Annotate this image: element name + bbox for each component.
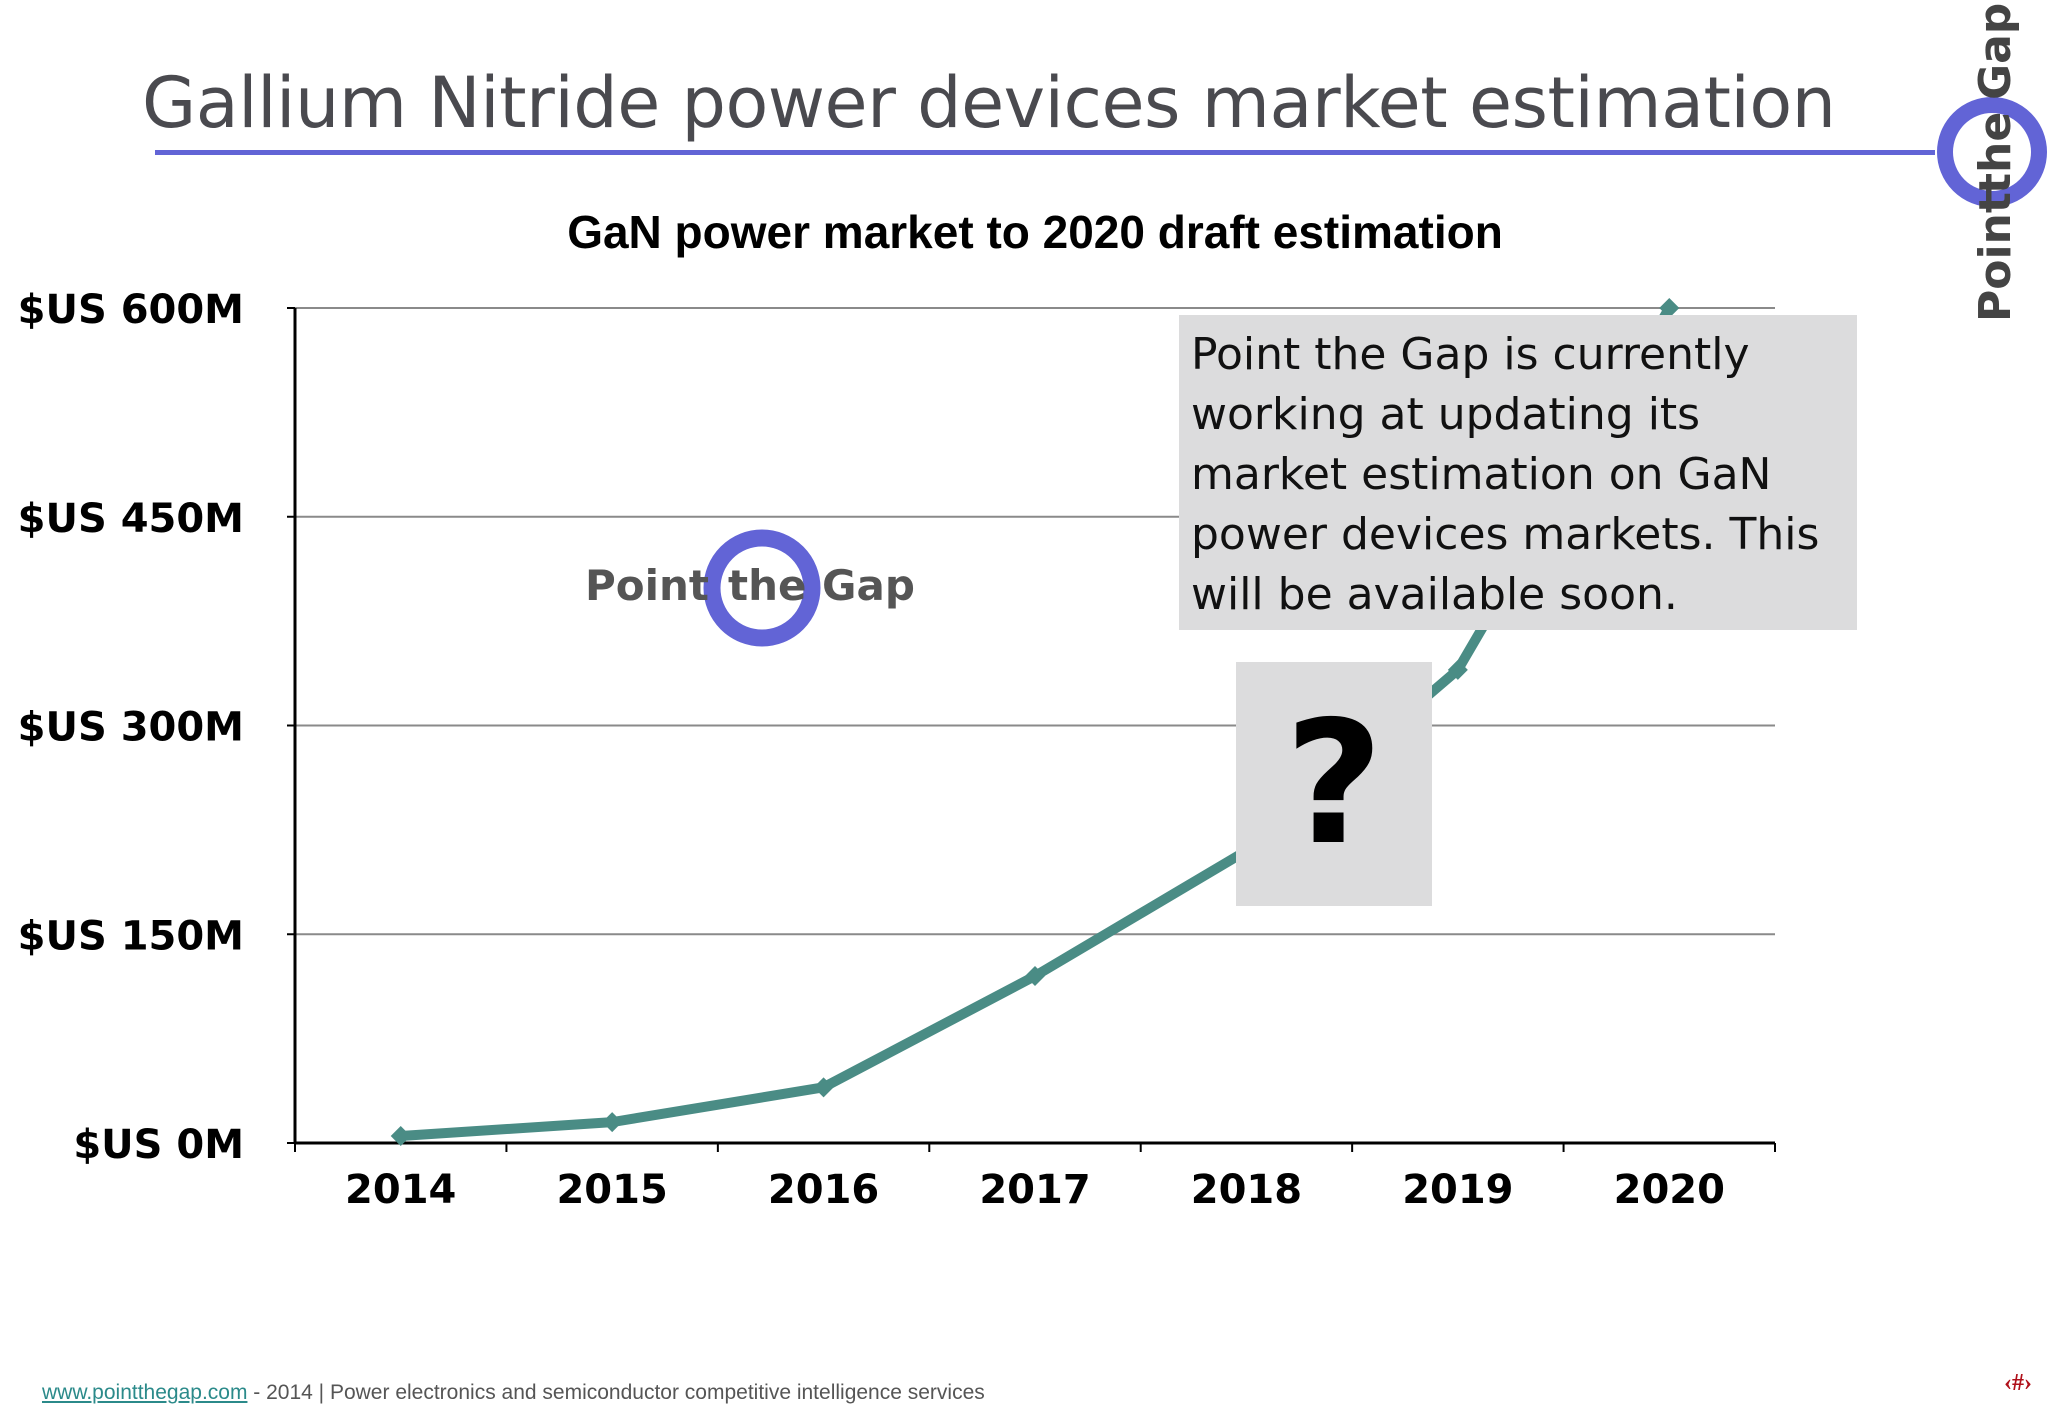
data-point — [1025, 966, 1045, 986]
brand-logo-vertical: Point the Gap — [1937, 3, 2047, 322]
x-tick-label: 2014 — [345, 1167, 456, 1213]
chart-title: GaN power market to 2020 draft estimatio… — [567, 206, 1503, 258]
y-tick-label: $US 150M — [18, 913, 244, 959]
x-tick-label: 2017 — [979, 1167, 1090, 1213]
y-tick-label: $US 300M — [18, 705, 244, 751]
logo-word-the: the — [1970, 112, 2021, 194]
footer: www.pointthegap.com - 2014 | Power elect… — [42, 1381, 985, 1405]
inset-logo-point: Point — [585, 561, 709, 610]
y-tick-label: $US 600M — [18, 287, 244, 333]
x-tick-label: 2018 — [1191, 1167, 1302, 1213]
axes — [287, 307, 1776, 1152]
data-point — [602, 1112, 623, 1133]
x-tick-labels: 2014 2015 2016 2017 2018 2019 2020 — [345, 1167, 1725, 1213]
footer-text: - 2014 | Power electronics and semicondu… — [247, 1381, 985, 1404]
y-tick-labels: $US 0M $US 150M $US 300M $US 450M $US 600M — [18, 287, 244, 1168]
series-line — [390, 298, 1680, 1147]
data-point — [390, 1126, 411, 1147]
inset-logo: Point the Gap — [585, 529, 915, 647]
y-tick-label: $US 450M — [18, 496, 244, 542]
website-link[interactable]: www.pointthegap.com — [42, 1381, 248, 1404]
unknown-value-box: ? — [1236, 662, 1432, 906]
page-number: ‹#› — [2004, 1370, 2032, 1396]
data-point — [1659, 298, 1680, 318]
x-tick-label: 2019 — [1402, 1167, 1513, 1213]
data-point — [813, 1077, 834, 1098]
slide-title: Gallium Nitride power devices market est… — [142, 62, 1836, 144]
inset-logo-the: the — [728, 561, 806, 610]
x-tick-label: 2020 — [1614, 1167, 1725, 1213]
x-tick-label: 2016 — [768, 1167, 879, 1213]
y-tick-label: $US 0M — [73, 1122, 244, 1168]
update-notice-box: Point the Gap is currently working at up… — [1179, 315, 1857, 630]
inset-logo-gap: Gap — [822, 561, 915, 610]
logo-word-gap: Gap — [1970, 3, 2021, 100]
x-tick-label: 2015 — [556, 1167, 667, 1213]
data-point — [1447, 659, 1468, 680]
logo-word-point: Point — [1970, 192, 2021, 322]
title-divider — [155, 150, 1935, 155]
